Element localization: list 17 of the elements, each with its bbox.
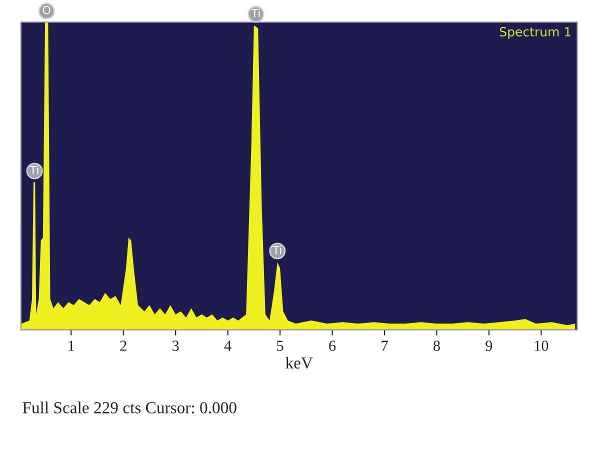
x-tick-label: 4 xyxy=(224,340,232,351)
text: Full Scale 229 cts Cursor: 0.000 xyxy=(22,402,236,414)
x-axis-title: keV xyxy=(286,356,313,369)
annotation: Ti xyxy=(30,166,38,174)
annotation: O xyxy=(42,6,50,14)
annotation: Ti xyxy=(251,8,260,18)
annotation: Ti xyxy=(272,246,282,254)
x-tick-label: 10 xyxy=(534,340,548,351)
x-tick-label: 9 xyxy=(486,340,492,351)
x-tick-label: 7 xyxy=(382,340,388,351)
x-tick-label: 3 xyxy=(172,340,179,351)
x-tick-label: 1 xyxy=(68,340,74,351)
annotation: Spectrum 1 xyxy=(500,27,570,39)
x-tick-label: 5 xyxy=(277,340,284,351)
x-tick-label: 8 xyxy=(433,340,440,351)
x-tick-label: 6 xyxy=(329,340,336,351)
x-tick-label: 2 xyxy=(120,340,126,351)
